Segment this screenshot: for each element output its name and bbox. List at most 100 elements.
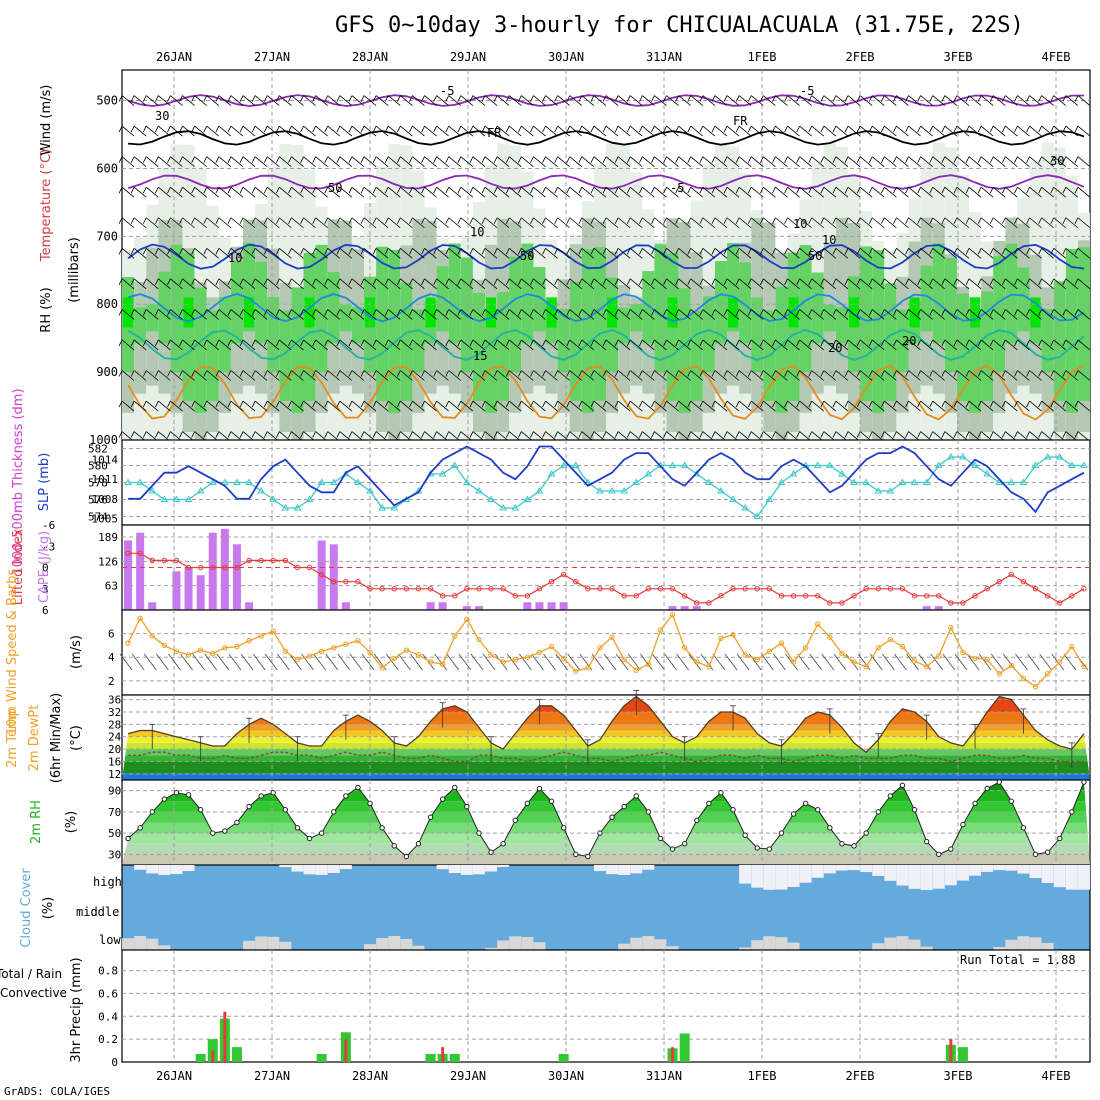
wind-barb-flag xyxy=(1038,217,1043,224)
wind-barb-flag xyxy=(784,339,788,347)
wind-barb-flag xyxy=(263,309,268,316)
wind-marker xyxy=(887,636,894,643)
wind-barb xyxy=(194,156,207,167)
wind-barb xyxy=(315,370,328,381)
rh-marker xyxy=(500,841,506,847)
wind-barb-flag xyxy=(517,370,522,377)
wind-barb-flag xyxy=(445,431,450,438)
li-marker xyxy=(851,593,857,599)
wind-barb-flag xyxy=(772,278,776,286)
wind-barb-flag xyxy=(300,95,304,102)
wind-barb-flag xyxy=(735,125,740,133)
wind-barb-flag xyxy=(759,400,764,408)
wind-barb xyxy=(980,125,994,137)
wind-barb-flag xyxy=(808,217,813,224)
wind-barb-flag xyxy=(977,125,982,133)
wind-barb-flag xyxy=(1014,156,1018,163)
wind-barb-flag xyxy=(324,217,329,224)
wind-marker xyxy=(282,648,289,655)
wind-barb-flag xyxy=(360,217,365,224)
wind-barb xyxy=(714,400,728,412)
wind-barb xyxy=(763,309,776,320)
cloud-low xyxy=(896,936,909,950)
wind-barb-flag xyxy=(820,309,825,316)
wind-barb xyxy=(581,95,595,106)
wind-barb-flag xyxy=(142,125,147,133)
wind-barb xyxy=(932,95,946,106)
wind-barb xyxy=(871,95,885,106)
wind-barb-flag xyxy=(796,125,801,133)
wind-barb-flag xyxy=(965,339,970,347)
wind-barb-flag xyxy=(493,431,498,438)
wind-barb xyxy=(823,125,837,137)
cloud-low xyxy=(376,937,389,950)
wind-barb-flag xyxy=(699,156,704,163)
wind-barb-flag xyxy=(493,187,498,194)
rh-marker xyxy=(585,853,591,860)
wind-barb xyxy=(884,339,897,351)
wind-barb-flag xyxy=(941,278,946,286)
wind-barb xyxy=(799,247,812,259)
wind-barb xyxy=(545,95,558,106)
wind-barb xyxy=(859,217,873,229)
wind-barb-10m xyxy=(567,653,581,671)
rh-shade-bright xyxy=(1030,297,1041,328)
wind-barb xyxy=(1029,217,1042,229)
wind-barb-flag xyxy=(481,217,486,224)
wind-barb xyxy=(714,339,728,351)
wind-barb-flag xyxy=(905,95,909,102)
cloud-low xyxy=(267,936,280,950)
wind-barb-flag xyxy=(675,95,680,102)
wind-barb xyxy=(484,400,498,412)
cloud-high xyxy=(860,865,873,873)
wind-barb xyxy=(654,339,667,351)
wind-barb xyxy=(436,400,449,412)
wind-barb-flag xyxy=(360,400,365,408)
wind-barb-flag xyxy=(723,125,728,133)
wind-barb xyxy=(448,95,462,106)
pressure-level-label: 900 xyxy=(96,365,118,379)
wind-barb-flag xyxy=(905,217,909,224)
wind-barb xyxy=(521,95,534,106)
wind-barb xyxy=(412,400,425,412)
rh-marker xyxy=(415,841,422,847)
wind-barb-flag xyxy=(275,278,280,286)
wind-barb xyxy=(496,278,510,290)
li-marker xyxy=(766,586,773,592)
thickness-marker xyxy=(257,487,266,494)
wind-barb-10m xyxy=(773,653,786,671)
wind-barb xyxy=(1041,309,1054,320)
wind-barb-flag xyxy=(747,370,752,377)
wind-barb-flag xyxy=(735,400,740,408)
temp-unit: (°C) xyxy=(69,725,84,751)
rh-shade-green xyxy=(448,243,461,344)
wind-barb-flag xyxy=(663,339,667,347)
wind-marker xyxy=(597,645,603,651)
rh-band xyxy=(122,854,1090,865)
wind-barb xyxy=(448,186,462,198)
wind-barb xyxy=(206,400,220,412)
wind-barb xyxy=(678,125,691,137)
wind-barb xyxy=(1053,95,1067,106)
wind-barb xyxy=(254,217,268,229)
wind-barb xyxy=(400,309,413,320)
wind-barb xyxy=(254,339,268,351)
wind-barb-flag xyxy=(312,370,317,377)
cloud-high xyxy=(1005,865,1018,871)
rh-marker xyxy=(863,830,869,836)
rh-shade-green xyxy=(1053,281,1066,401)
wind-barb-flag xyxy=(360,95,365,102)
wind-barb xyxy=(1017,309,1030,320)
wind-barb-10m xyxy=(809,653,823,671)
wind-barb-flag xyxy=(263,370,268,377)
wind-barb xyxy=(593,309,607,320)
wind-barb xyxy=(702,278,716,290)
temperature-contour xyxy=(127,243,1085,270)
cloud-low xyxy=(134,936,147,950)
wind-barb-flag xyxy=(421,187,425,194)
wind-barb-flag xyxy=(844,187,849,194)
wind-barb-flag xyxy=(324,248,329,255)
wind-barb-flag xyxy=(203,309,208,316)
wind-barb xyxy=(375,95,389,106)
wind-barb-flag xyxy=(457,370,462,377)
